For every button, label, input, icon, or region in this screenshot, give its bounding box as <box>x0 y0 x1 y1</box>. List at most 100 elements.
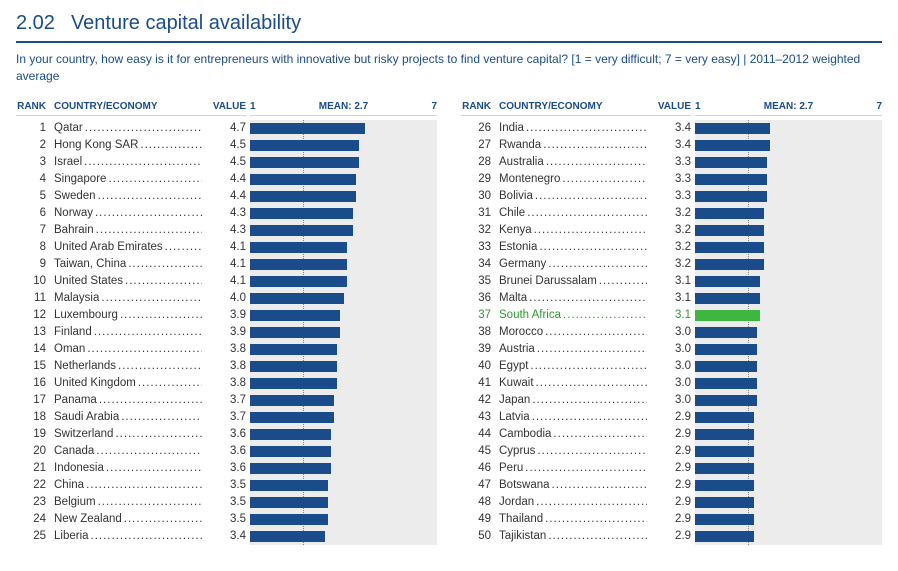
value-cell: 3.6 <box>202 462 246 474</box>
rank-cell: 34 <box>461 258 499 270</box>
rank-cell: 5 <box>16 190 54 202</box>
country-cell: New Zealand <box>54 513 202 525</box>
table-row: 26India3.4 <box>461 120 691 137</box>
country-cell: Luxembourg <box>54 309 202 321</box>
rank-cell: 11 <box>16 292 54 304</box>
country-cell: Brunei Darussalam <box>499 275 647 287</box>
value-cell: 3.4 <box>647 139 691 151</box>
bar-row <box>695 409 882 426</box>
subtitle: In your country, how easy is it for entr… <box>16 51 882 85</box>
value-cell: 3.8 <box>202 377 246 389</box>
country-cell: Cambodia <box>499 428 647 440</box>
table-row: 33Estonia3.2 <box>461 239 691 256</box>
rank-cell: 9 <box>16 258 54 270</box>
rank-cell: 25 <box>16 530 54 542</box>
rank-cell: 23 <box>16 496 54 508</box>
table-left: RANK COUNTRY/ECONOMY VALUE 1Qatar4.72Hon… <box>16 99 246 545</box>
value-cell: 3.2 <box>647 258 691 270</box>
value-cell: 4.0 <box>202 292 246 304</box>
value-cell: 2.9 <box>647 428 691 440</box>
country-cell: Indonesia <box>54 462 202 474</box>
rank-cell: 10 <box>16 275 54 287</box>
country-cell: Malaysia <box>54 292 202 304</box>
table-row: 22China3.5 <box>16 477 246 494</box>
table-right: RANK COUNTRY/ECONOMY VALUE 26India3.427R… <box>461 99 691 545</box>
bar <box>250 174 356 185</box>
country-cell: Australia <box>499 156 647 168</box>
rank-cell: 35 <box>461 275 499 287</box>
table-row: 11Malaysia4.0 <box>16 290 246 307</box>
table-row: 42Japan3.0 <box>461 392 691 409</box>
value-cell: 4.3 <box>202 224 246 236</box>
bar <box>250 157 359 168</box>
table-row: 24New Zealand3.5 <box>16 511 246 528</box>
bar <box>695 174 767 185</box>
value-cell: 3.9 <box>202 309 246 321</box>
table-row: 5Sweden4.4 <box>16 188 246 205</box>
value-cell: 3.5 <box>202 496 246 508</box>
bar-row <box>250 171 437 188</box>
column-right: RANK COUNTRY/ECONOMY VALUE 26India3.427R… <box>461 99 882 545</box>
value-cell: 4.4 <box>202 173 246 185</box>
bar-row <box>250 358 437 375</box>
value-cell: 3.2 <box>647 207 691 219</box>
bar <box>695 191 767 202</box>
country-cell: United Arab Emirates <box>54 241 202 253</box>
table-row: 27Rwanda3.4 <box>461 137 691 154</box>
rank-cell: 21 <box>16 462 54 474</box>
country-cell: Austria <box>499 343 647 355</box>
country-cell: Jordan <box>499 496 647 508</box>
rank-cell: 24 <box>16 513 54 525</box>
country-cell: Switzerland <box>54 428 202 440</box>
value-cell: 3.6 <box>202 428 246 440</box>
value-cell: 4.5 <box>202 139 246 151</box>
value-cell: 3.0 <box>647 394 691 406</box>
rank-cell: 1 <box>16 122 54 134</box>
table-row: 49Thailand2.9 <box>461 511 691 528</box>
country-cell: Finland <box>54 326 202 338</box>
table-row: 45Cyprus2.9 <box>461 443 691 460</box>
table-row: 14Oman3.8 <box>16 341 246 358</box>
rank-cell: 47 <box>461 479 499 491</box>
rank-cell: 2 <box>16 139 54 151</box>
country-cell: Estonia <box>499 241 647 253</box>
bar <box>695 463 754 474</box>
table-header: RANK COUNTRY/ECONOMY VALUE <box>461 99 691 116</box>
chart-right: 1 MEAN: 2.7 7 <box>695 99 882 545</box>
rank-cell: 49 <box>461 513 499 525</box>
header-value: VALUE <box>206 101 246 112</box>
bar <box>250 378 337 389</box>
rank-cell: 26 <box>461 122 499 134</box>
bar-row <box>695 426 882 443</box>
value-cell: 3.3 <box>647 156 691 168</box>
bar <box>695 514 754 525</box>
rank-cell: 30 <box>461 190 499 202</box>
bar <box>250 412 334 423</box>
value-cell: 3.0 <box>647 326 691 338</box>
bar <box>695 276 760 287</box>
scale-min: 1 <box>250 101 260 112</box>
bar-row <box>695 222 882 239</box>
value-cell: 2.9 <box>647 411 691 423</box>
bar-row <box>250 222 437 239</box>
value-cell: 2.9 <box>647 513 691 525</box>
bar <box>250 191 356 202</box>
rank-cell: 17 <box>16 394 54 406</box>
bar <box>695 225 764 236</box>
value-cell: 2.9 <box>647 496 691 508</box>
table-row: 1Qatar4.7 <box>16 120 246 137</box>
bar-row <box>250 341 437 358</box>
value-cell: 3.4 <box>202 530 246 542</box>
bar-row <box>695 392 882 409</box>
bar <box>250 531 325 542</box>
country-cell: Israel <box>54 156 202 168</box>
value-cell: 3.8 <box>202 343 246 355</box>
table-row: 44Cambodia2.9 <box>461 426 691 443</box>
value-cell: 2.9 <box>647 479 691 491</box>
bar <box>695 327 757 338</box>
rank-cell: 45 <box>461 445 499 457</box>
value-cell: 4.3 <box>202 207 246 219</box>
bar-row <box>250 307 437 324</box>
bar-row <box>250 392 437 409</box>
table-row: 43Latvia2.9 <box>461 409 691 426</box>
